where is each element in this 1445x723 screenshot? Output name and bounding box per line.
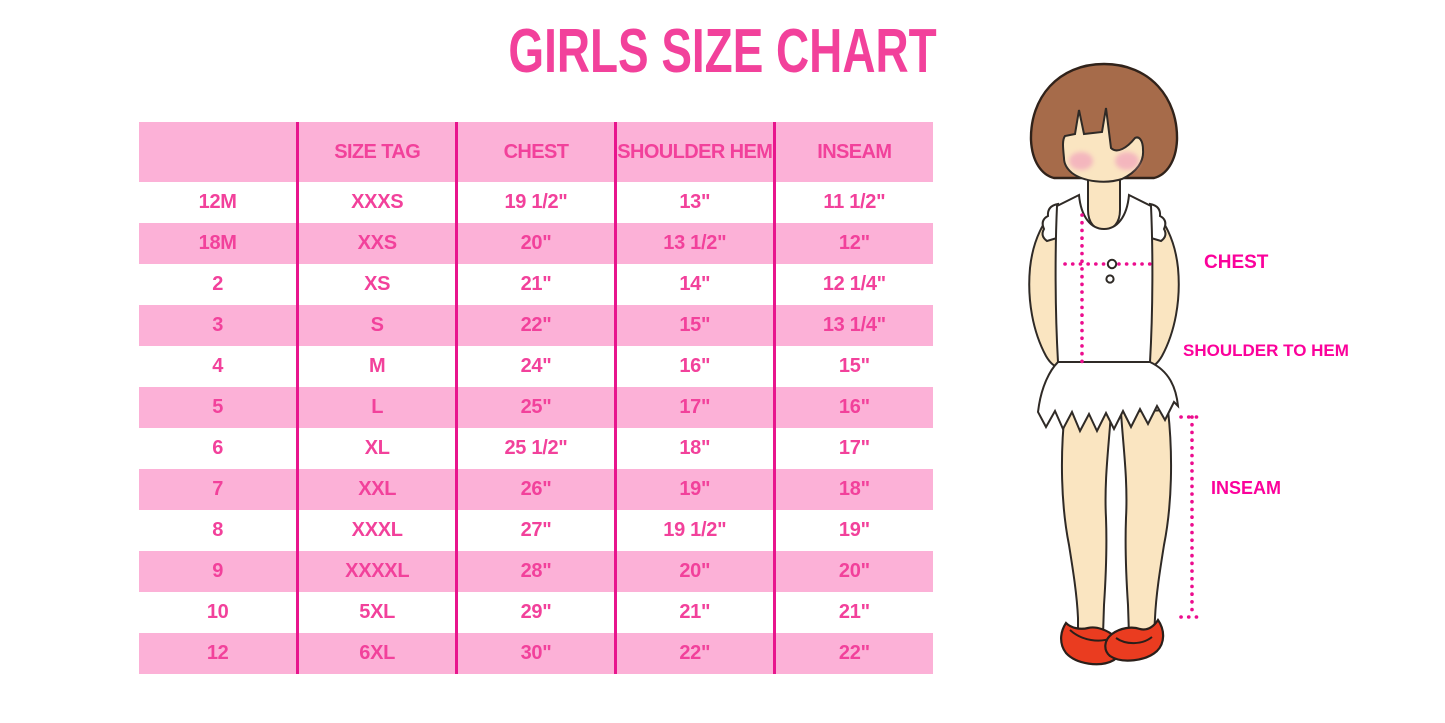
table-row: 6 XL 25 1/2" 18" 17" bbox=[139, 428, 933, 469]
table-cell: 19" bbox=[613, 469, 775, 510]
girl-leg-left bbox=[1060, 408, 1113, 636]
table-cell: 13 1/2" bbox=[613, 223, 775, 264]
chest-label: CHEST bbox=[1204, 252, 1269, 273]
table-cell: 20" bbox=[613, 551, 775, 592]
table-cell: M bbox=[296, 346, 457, 387]
table-cell: 15" bbox=[772, 346, 933, 387]
table-cell: L bbox=[296, 387, 457, 428]
girl-shoe-right bbox=[1104, 618, 1165, 662]
girl-cheek-right bbox=[1115, 152, 1139, 170]
table-cell: 2 bbox=[212, 273, 224, 295]
table-cell: 17" bbox=[613, 387, 775, 428]
table-row: 5 L 25" 17" 16" bbox=[139, 387, 933, 428]
blouse-ruffle-left bbox=[1041, 202, 1060, 243]
blouse-ruffle-right bbox=[1148, 202, 1167, 243]
table-cell: 9 bbox=[212, 560, 224, 582]
table-cell: 26" bbox=[455, 469, 616, 510]
table-row: 8 XXXL 27" 19 1/2" 19" bbox=[139, 510, 933, 551]
table-cell: XXXXL bbox=[296, 551, 457, 592]
table-cell: 8 bbox=[212, 519, 224, 541]
table-cell: 5XL bbox=[296, 592, 457, 633]
table-cell: 14" bbox=[613, 264, 775, 305]
table-cell: 21" bbox=[613, 592, 775, 633]
table-cell: 12" bbox=[772, 223, 933, 264]
table-cell: 20" bbox=[772, 551, 933, 592]
table-cell: 16" bbox=[772, 387, 933, 428]
table-cell: 17" bbox=[772, 428, 933, 469]
table-cell: 21" bbox=[772, 592, 933, 633]
table-cell: 29" bbox=[455, 592, 616, 633]
table-cell: 19 1/2" bbox=[613, 510, 775, 551]
blouse-button-top bbox=[1106, 258, 1118, 270]
table-cell: XS bbox=[296, 264, 457, 305]
table-cell: 12 bbox=[206, 642, 229, 664]
girl-figure-svg bbox=[1028, 62, 1205, 666]
table-cell: 13 1/4" bbox=[772, 305, 933, 346]
table-cell: 18" bbox=[772, 469, 933, 510]
table-row: 3 S 22" 15" 13 1/4" bbox=[139, 305, 933, 346]
table-cell: 13" bbox=[613, 182, 775, 223]
table-cell: 4 bbox=[212, 355, 224, 377]
girl-shoe-right-strap bbox=[1115, 636, 1153, 645]
table-cell: 16" bbox=[613, 346, 775, 387]
blouse-bodice bbox=[1054, 193, 1154, 363]
inseam-label: INSEAM bbox=[1211, 478, 1282, 498]
table-cell: 5 bbox=[212, 396, 224, 418]
table-cell: 18" bbox=[613, 428, 775, 469]
table-cell: 22" bbox=[613, 633, 775, 674]
table-header-cell: SHOULDER HEM bbox=[613, 122, 775, 182]
table-cell: 19" bbox=[772, 510, 933, 551]
table-cell: XXL bbox=[296, 469, 457, 510]
table-cell: 20" bbox=[455, 223, 616, 264]
table-cell: 12M bbox=[198, 191, 237, 213]
table-cell: XL bbox=[296, 428, 457, 469]
size-table: SIZE TAG CHEST SHOULDER HEM INSEAM 12M XXXS 1… bbox=[139, 122, 933, 674]
table-cell: 3 bbox=[212, 314, 224, 336]
table-cell: 25 1/2" bbox=[455, 428, 616, 469]
table-row: 2 XS 21" 14" 12 1/4" bbox=[139, 264, 933, 305]
table-cell: 25" bbox=[455, 387, 616, 428]
page-title: GIRLS SIZE CHART bbox=[508, 17, 937, 86]
table-cell: XXXL bbox=[296, 510, 457, 551]
size-table-body: 12M XXXS 19 1/2" 13" 11 1/2" 18M XXS 20" 13 1/2"… bbox=[139, 182, 933, 674]
table-cell: 28" bbox=[455, 551, 616, 592]
girl-leg-right bbox=[1119, 408, 1173, 636]
table-cell: 18M bbox=[198, 232, 237, 254]
table-cell: 15" bbox=[613, 305, 775, 346]
table-cell: 21" bbox=[455, 264, 616, 305]
table-cell: 22" bbox=[772, 633, 933, 674]
table-row: 7 XXL 26" 19" 18" bbox=[139, 469, 933, 510]
girl-measurement-illustration: CHEST SHOULDER TO HEM INSEAM bbox=[1000, 60, 1445, 723]
table-row: 9 XXXXL 28" 20" 20" bbox=[139, 551, 933, 592]
table-row: 10 5XL 29" 21" 21" bbox=[139, 592, 933, 633]
table-row: 4 M 24" 16" 15" bbox=[139, 346, 933, 387]
table-cell: 6 bbox=[212, 437, 224, 459]
table-header-row: SIZE TAG CHEST SHOULDER HEM INSEAM bbox=[139, 122, 933, 182]
table-cell: 11 1/2" bbox=[772, 182, 933, 223]
blouse-button-bottom bbox=[1105, 274, 1115, 284]
girl-cheek-left bbox=[1069, 152, 1093, 170]
table-row: 12 6XL 30" 22" 22" bbox=[139, 633, 933, 674]
table-cell: 6XL bbox=[296, 633, 457, 674]
table-cell: 7 bbox=[212, 478, 224, 500]
girl-skirt bbox=[1036, 361, 1180, 434]
table-row: 12M XXXS 19 1/2" 13" 11 1/2" bbox=[139, 182, 933, 223]
table-cell: 19 1/2" bbox=[455, 182, 616, 223]
table-header-cell: SIZE TAG bbox=[296, 122, 457, 182]
table-cell: 10 bbox=[206, 601, 229, 623]
table-cell: XXXS bbox=[296, 182, 457, 223]
table-row: 18M XXS 20" 13 1/2" 12" bbox=[139, 223, 933, 264]
table-cell: 30" bbox=[455, 633, 616, 674]
table-header-cell: CHEST bbox=[455, 122, 616, 182]
table-header-cell: INSEAM bbox=[772, 122, 933, 182]
shoulder-to-hem-label: SHOULDER TO HEM bbox=[1183, 341, 1349, 360]
table-cell: 24" bbox=[455, 346, 616, 387]
size-table-header: SIZE TAG CHEST SHOULDER HEM INSEAM bbox=[139, 122, 933, 182]
table-cell: 22" bbox=[455, 305, 616, 346]
table-header-cell bbox=[139, 122, 298, 182]
table-cell: 27" bbox=[455, 510, 616, 551]
table-cell: S bbox=[296, 305, 457, 346]
table-cell: XXS bbox=[296, 223, 457, 264]
table-cell: 12 1/4" bbox=[772, 264, 933, 305]
